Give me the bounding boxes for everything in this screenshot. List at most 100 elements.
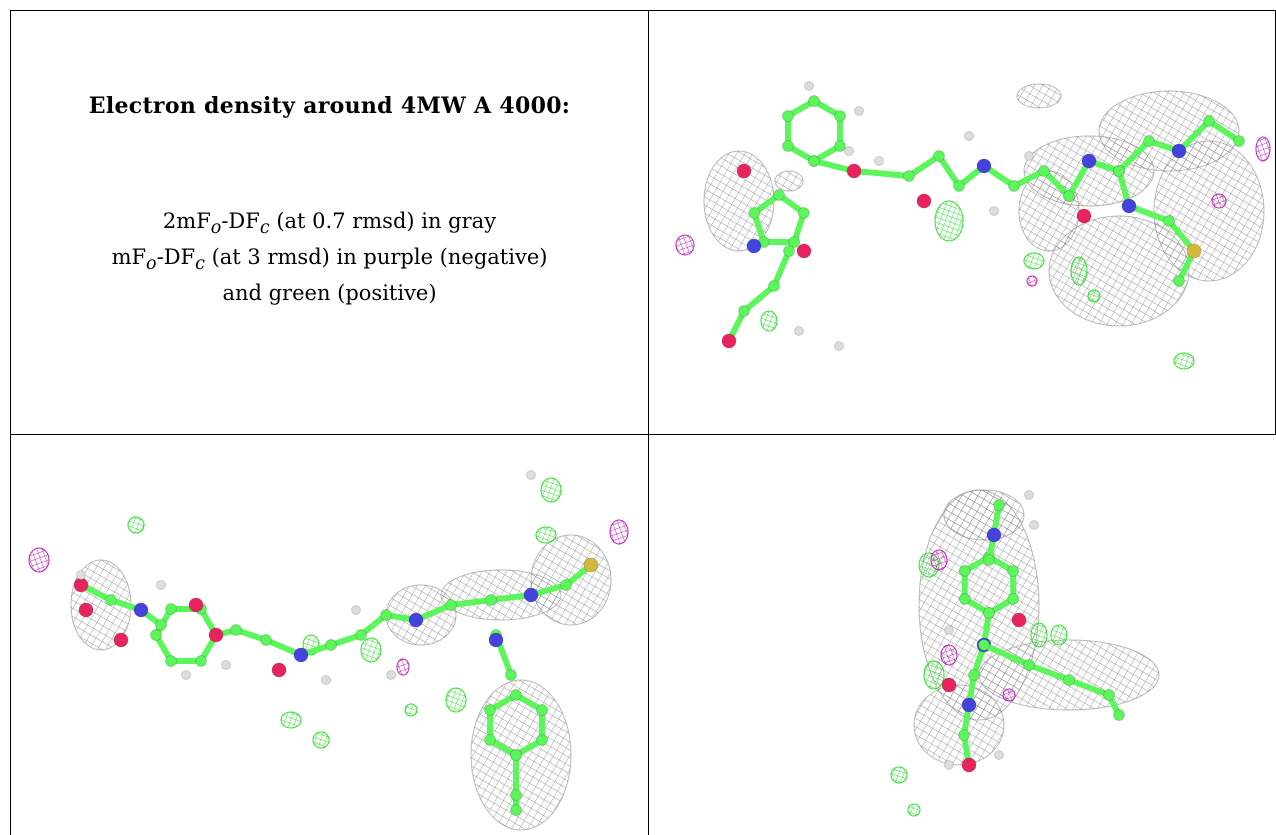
purple-density-mesh bbox=[1002, 688, 1016, 702]
legend-line-green: and green (positive) bbox=[222, 281, 437, 306]
carbon-atom bbox=[325, 639, 337, 651]
oxygen-atom bbox=[736, 163, 752, 179]
purple-density-mesh bbox=[28, 547, 50, 573]
carbon-atom bbox=[993, 499, 1005, 511]
carbon-atom bbox=[445, 599, 457, 611]
carbon-atom bbox=[560, 579, 572, 591]
purple-density-mesh bbox=[396, 658, 410, 676]
carbon-atom bbox=[230, 624, 242, 636]
carbon-atom bbox=[535, 734, 548, 746]
hydrogen-atom bbox=[794, 326, 804, 336]
carbon-atom bbox=[355, 629, 367, 641]
oxygen-atom bbox=[796, 243, 812, 259]
hydrogen-atom bbox=[351, 605, 361, 615]
carbon-atom bbox=[165, 603, 177, 616]
gray-density-mesh bbox=[1016, 83, 1062, 109]
hydrogen-atom bbox=[221, 660, 231, 670]
figure-title: Electron density around 4MW A 4000: bbox=[88, 93, 571, 119]
hydrogen-atom bbox=[1024, 151, 1034, 161]
carbon-atom bbox=[788, 236, 801, 249]
hydrogen-atom bbox=[944, 625, 954, 635]
green-density-mesh bbox=[535, 526, 557, 544]
molecule-bond bbox=[1126, 203, 1172, 224]
hydrogen-atom bbox=[834, 341, 844, 351]
hydrogen-atom bbox=[76, 570, 86, 580]
green-density-mesh bbox=[280, 711, 302, 729]
oxygen-atom bbox=[1076, 208, 1092, 224]
gray-density-mesh bbox=[1018, 170, 1080, 252]
density-panel-bottom-right bbox=[649, 435, 1276, 835]
green-density-mesh bbox=[760, 310, 778, 332]
nitrogen-atom bbox=[293, 647, 309, 663]
carbon-atom bbox=[505, 669, 517, 681]
molecule-bond bbox=[1011, 168, 1047, 189]
purple-density-mesh bbox=[940, 644, 958, 666]
hydrogen-atom bbox=[526, 470, 536, 480]
carbon-atom bbox=[1007, 593, 1020, 605]
green-density-mesh bbox=[1023, 252, 1045, 270]
nitrogen-atom bbox=[1081, 153, 1097, 169]
carbon-atom bbox=[380, 609, 392, 621]
carbon-atom bbox=[1163, 215, 1175, 227]
carbon-atom bbox=[958, 593, 971, 605]
carbon-atom bbox=[510, 749, 522, 761]
carbon-atom bbox=[510, 689, 522, 701]
green-density-mesh bbox=[404, 703, 418, 717]
carbon-atom bbox=[1113, 165, 1125, 177]
hydrogen-atom bbox=[874, 156, 884, 166]
molecule-bond bbox=[448, 597, 494, 608]
sulfur-atom bbox=[583, 557, 599, 573]
carbon-atom bbox=[484, 704, 497, 716]
nitrogen-atom bbox=[986, 527, 1002, 543]
green-density-mesh bbox=[1087, 289, 1101, 303]
hydrogen-atom bbox=[804, 81, 814, 91]
carbon-atom bbox=[978, 639, 990, 651]
molecule-bond bbox=[741, 283, 777, 314]
molecule-bond bbox=[1206, 118, 1242, 144]
molecule-bond bbox=[1066, 677, 1112, 698]
carbon-atom bbox=[510, 804, 522, 816]
carbon-atom bbox=[155, 619, 167, 631]
carbon-atom bbox=[1143, 135, 1155, 147]
hydrogen-atom bbox=[386, 670, 396, 680]
carbon-atom bbox=[903, 170, 915, 182]
carbon-atom bbox=[1233, 135, 1245, 147]
carbon-atom bbox=[1063, 674, 1075, 686]
carbon-atom bbox=[195, 654, 207, 667]
table-border-row bbox=[10, 434, 1276, 435]
table-border-middle bbox=[648, 10, 649, 835]
oxygen-atom bbox=[961, 757, 977, 773]
nitrogen-atom bbox=[961, 697, 977, 713]
hydrogen-atom bbox=[854, 106, 864, 116]
carbon-atom bbox=[150, 629, 162, 641]
nitrogen-atom bbox=[976, 158, 992, 174]
purple-density-mesh bbox=[1211, 193, 1227, 209]
oxygen-atom bbox=[1011, 612, 1027, 628]
green-density-mesh bbox=[1070, 256, 1088, 286]
purple-density-mesh bbox=[930, 549, 948, 571]
carbon-atom bbox=[1173, 275, 1185, 287]
green-density-mesh bbox=[1030, 622, 1048, 648]
nitrogen-atom bbox=[133, 602, 149, 618]
carbon-atom bbox=[1023, 659, 1035, 671]
molecule-render-top-right bbox=[675, 81, 1271, 370]
oxygen-atom bbox=[78, 602, 94, 618]
carbon-atom bbox=[782, 110, 795, 122]
carbon-atom bbox=[1038, 165, 1050, 177]
green-density-mesh bbox=[360, 637, 382, 663]
oxygen-atom bbox=[113, 632, 129, 648]
molecule-bond bbox=[1116, 138, 1152, 174]
carbon-atom bbox=[738, 305, 750, 317]
green-density-mesh bbox=[312, 731, 330, 749]
carbon-atom bbox=[808, 155, 820, 167]
molecule-bond bbox=[1026, 662, 1072, 683]
oxygen-atom bbox=[188, 597, 204, 613]
molecule-bond bbox=[1041, 168, 1072, 199]
nitrogen-atom bbox=[488, 632, 504, 648]
gray-density-mesh bbox=[774, 170, 804, 192]
nitrogen-atom bbox=[1171, 143, 1187, 159]
molecule-bond bbox=[936, 153, 962, 189]
hydrogen-atom bbox=[989, 206, 999, 216]
legend-line-2mfo-dfc: 2mFo-DFc (at 0.7 rmsd) in gray bbox=[162, 209, 497, 239]
green-density-mesh bbox=[923, 660, 945, 690]
